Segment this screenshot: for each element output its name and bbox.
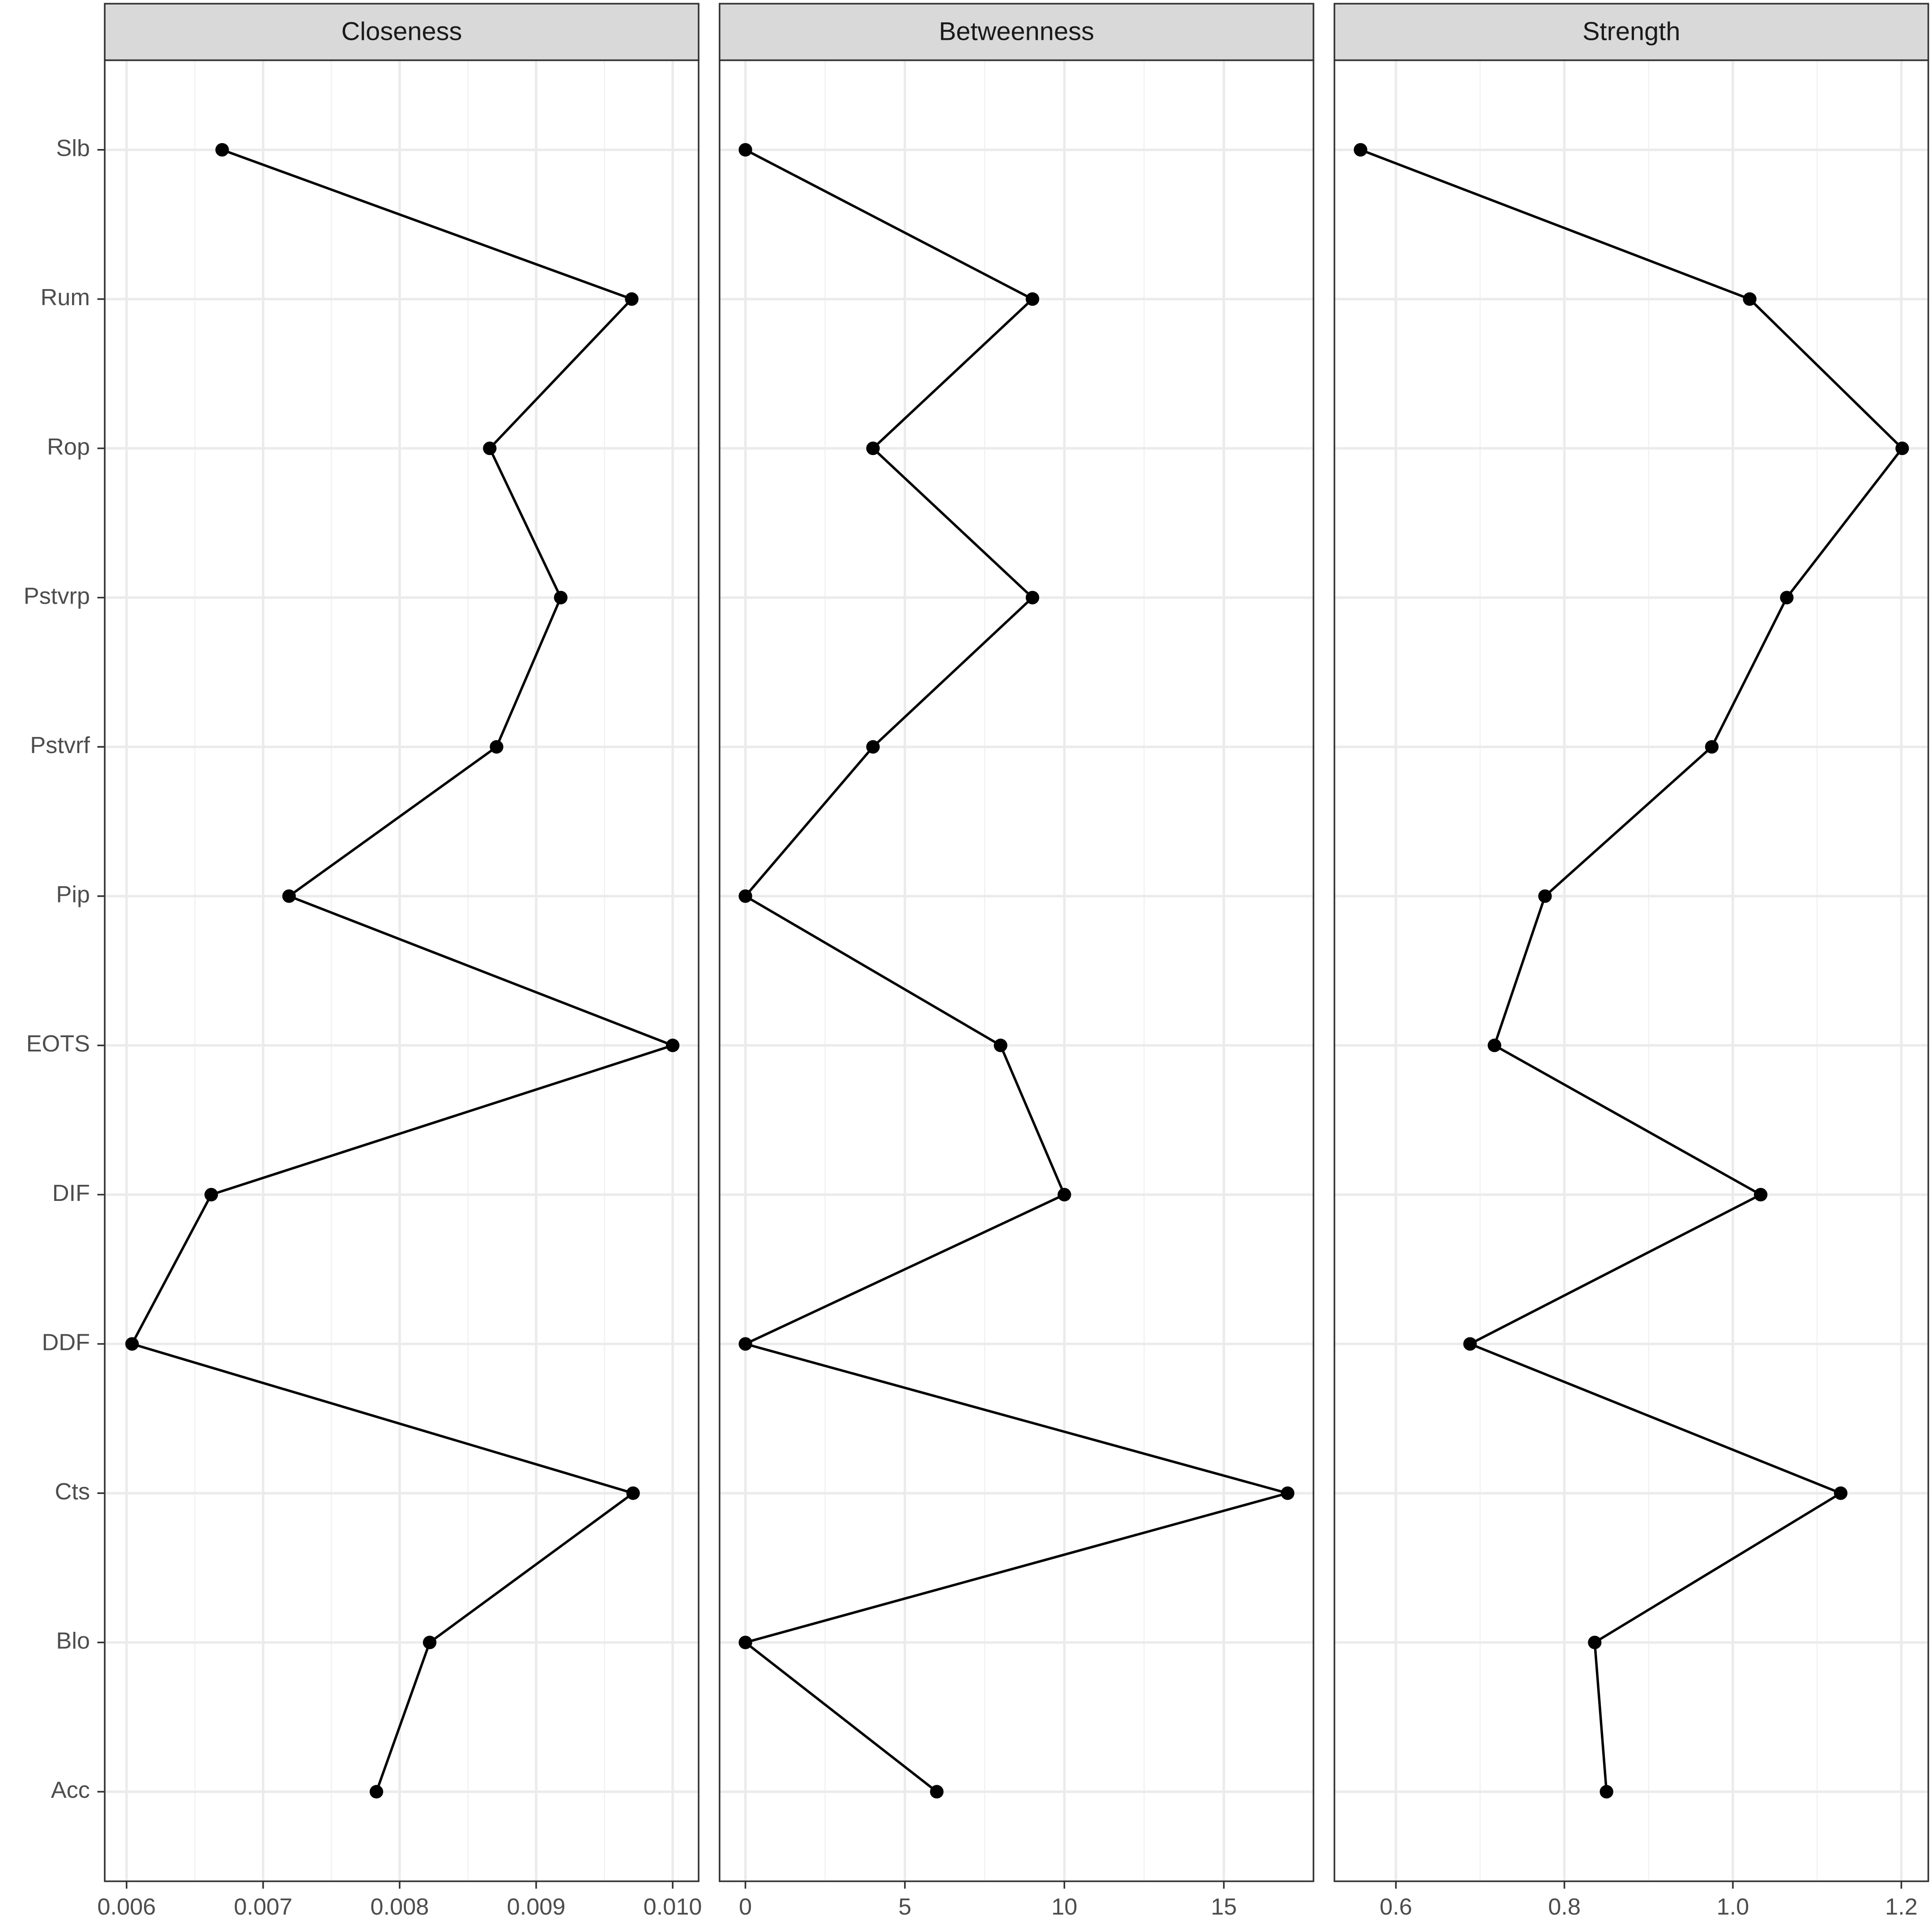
data-point xyxy=(282,889,296,903)
x-tick-label: 0.8 xyxy=(1548,1894,1581,1920)
panel-background xyxy=(1334,60,1928,1881)
data-point xyxy=(1538,889,1552,903)
x-tick-label: 10 xyxy=(1051,1894,1077,1920)
y-tick-label: Cts xyxy=(55,1479,90,1505)
panel-border xyxy=(719,59,1314,1882)
data-point xyxy=(1895,441,1909,455)
panel-title: Strength xyxy=(1582,17,1680,46)
data-point xyxy=(994,1038,1007,1052)
y-tick-label: DIF xyxy=(52,1180,90,1206)
y-tick-label: DDF xyxy=(42,1329,90,1355)
data-point xyxy=(625,292,639,306)
panel-background xyxy=(105,60,699,1881)
x-tick-label: 1.0 xyxy=(1717,1894,1749,1920)
x-tick-label: 15 xyxy=(1211,1894,1237,1920)
data-point xyxy=(1743,292,1757,306)
x-tick-label: 0.007 xyxy=(234,1894,292,1920)
panel-border xyxy=(104,59,699,1882)
data-point xyxy=(554,591,568,604)
data-point xyxy=(422,1635,437,1649)
data-point xyxy=(369,1785,384,1799)
data-point xyxy=(1463,1337,1477,1351)
data-point xyxy=(483,441,497,455)
y-tick-label: Pstvrp xyxy=(24,583,90,609)
panel-border xyxy=(1333,59,1929,1882)
data-point xyxy=(866,740,880,754)
panel-background xyxy=(719,60,1314,1881)
data-point xyxy=(1599,1785,1613,1799)
data-point xyxy=(738,1635,752,1649)
panel-title: Betweenness xyxy=(939,17,1094,46)
data-point xyxy=(215,143,229,157)
data-point xyxy=(1754,1187,1768,1202)
data-point xyxy=(738,1337,752,1351)
x-tick-label: 5 xyxy=(898,1894,911,1920)
data-line xyxy=(130,149,677,1792)
x-tick-label: 0.006 xyxy=(97,1894,156,1920)
data-point xyxy=(1353,143,1368,157)
y-tick-label: Pip xyxy=(56,882,90,908)
y-tick-label: Blo xyxy=(56,1628,90,1654)
data-point xyxy=(1780,591,1794,604)
x-tick-label: 0.010 xyxy=(644,1894,702,1920)
x-tick-label: 0 xyxy=(739,1894,752,1920)
x-tick-label: 0.009 xyxy=(507,1894,566,1920)
data-point xyxy=(626,1486,640,1500)
panel-title: Closeness xyxy=(341,17,462,46)
data-point xyxy=(1058,1187,1071,1202)
data-point xyxy=(930,1785,944,1799)
y-tick-label: Rop xyxy=(47,434,90,460)
data-point xyxy=(738,889,752,903)
y-tick-label: Pstvrf xyxy=(30,732,90,758)
data-line xyxy=(1360,149,1904,1792)
y-tick-label: EOTS xyxy=(26,1031,90,1057)
data-point xyxy=(1025,591,1040,604)
y-tick-label: Slb xyxy=(56,136,90,162)
data-point xyxy=(1025,292,1040,306)
data-point xyxy=(866,441,880,455)
data-line xyxy=(742,149,1292,1793)
data-point xyxy=(1834,1486,1848,1500)
data-point xyxy=(490,740,503,754)
data-point xyxy=(1588,1635,1602,1649)
data-point xyxy=(1281,1486,1295,1500)
y-tick-label: Rum xyxy=(41,285,90,311)
y-tick-label: Acc xyxy=(51,1777,90,1803)
x-tick-label: 1.2 xyxy=(1885,1894,1918,1920)
data-point xyxy=(1705,740,1719,754)
x-tick-label: 0.008 xyxy=(371,1894,429,1920)
strip xyxy=(719,3,1314,61)
data-point xyxy=(738,143,752,157)
data-point xyxy=(204,1187,218,1202)
data-point xyxy=(1488,1038,1501,1052)
data-point xyxy=(665,1038,680,1052)
x-tick-label: 0.6 xyxy=(1380,1894,1412,1920)
data-point xyxy=(125,1337,139,1351)
